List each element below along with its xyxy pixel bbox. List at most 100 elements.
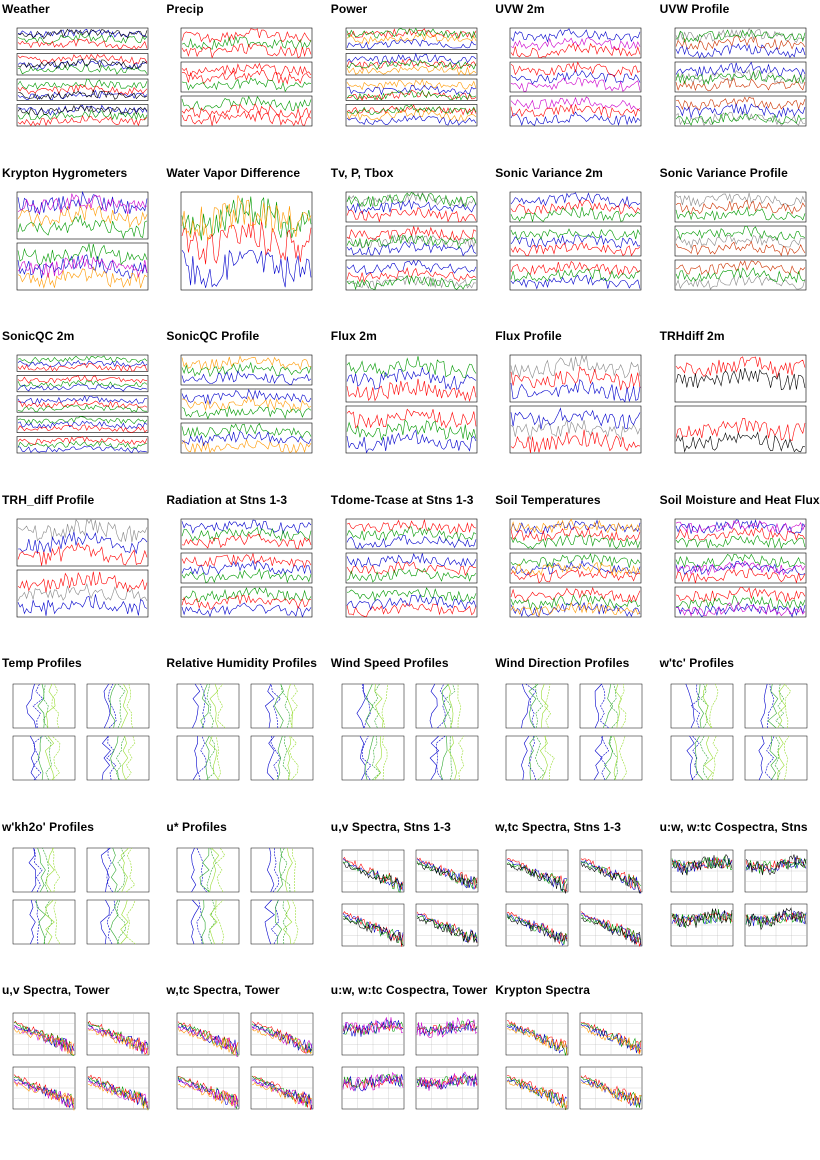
plot-thumbnail-image[interactable]	[496, 345, 652, 463]
plot-thumbnail-image[interactable]	[496, 672, 652, 790]
profile-line	[783, 735, 789, 781]
plot-title-link[interactable]: Precip	[166, 2, 204, 16]
profile-line	[121, 735, 129, 781]
plot-title-link[interactable]: Sonic Variance 2m	[495, 165, 603, 180]
plot-title-link[interactable]: Relative Humidity Profiles	[166, 656, 318, 670]
profile-panel	[12, 899, 76, 944]
series-line	[346, 233, 477, 249]
plot-title-link[interactable]: Temp Profiles	[2, 656, 82, 670]
thumbnail-cell-krypton-spectra: Krypton Spectra	[493, 981, 657, 1144]
plot-title-link[interactable]: w,tc Spectra, Tower	[166, 983, 280, 997]
plot-thumbnail-image[interactable]	[660, 672, 816, 790]
plot-thumbnail-graphic	[509, 354, 642, 454]
plot-thumbnail-image[interactable]	[660, 835, 816, 954]
plot-title-link[interactable]: Tv, P, Tbox	[330, 165, 394, 180]
plot-title-link[interactable]: Krypton Spectra	[495, 983, 591, 997]
series-line	[675, 600, 805, 617]
plot-title-link[interactable]: Water Vapor Difference	[166, 165, 301, 180]
plot-title-link[interactable]: Weather	[2, 2, 50, 16]
plot-thumbnail-image[interactable]	[3, 672, 158, 790]
plot-title-link[interactable]: Flux 2m	[330, 329, 377, 343]
profile-line	[285, 847, 294, 892]
plot-thumbnail-image[interactable]	[3, 181, 158, 300]
plot-thumbnail-image[interactable]	[331, 835, 487, 954]
series-line	[182, 519, 312, 534]
plot-thumbnail-image[interactable]	[3, 18, 158, 136]
plot-thumbnail-image[interactable]	[660, 181, 816, 300]
plot-title-link[interactable]: UVW Profile	[659, 2, 730, 16]
plot-title-link[interactable]: Flux Profile	[495, 329, 562, 343]
series-line	[510, 593, 641, 611]
plot-panel	[345, 78, 478, 101]
plot-panel	[509, 552, 642, 583]
profile-line	[287, 683, 294, 728]
plot-thumbnail-image[interactable]	[167, 345, 323, 463]
profile-line	[200, 683, 207, 729]
plot-title-link[interactable]: Soil Temperatures	[495, 492, 601, 507]
series-line	[182, 35, 312, 51]
profile-line	[209, 847, 220, 892]
profile-line	[374, 683, 384, 729]
spectrum-line	[87, 1081, 149, 1108]
plot-thumbnail-image[interactable]	[496, 18, 652, 136]
plot-title-link[interactable]: Tdome-Tcase at Stns 1-3	[330, 492, 474, 507]
series-line	[510, 586, 641, 603]
plot-thumbnail-image[interactable]	[331, 999, 487, 1117]
plot-title-link[interactable]: Wind Speed Profiles	[330, 656, 449, 670]
plot-title-link[interactable]: w,tc Spectra, Stns 1-3	[495, 819, 621, 834]
plot-title-link[interactable]: u* Profiles	[166, 819, 227, 834]
thumbnail-cell-w-tc-spectra-tower: w,tc Spectra, Tower	[164, 981, 328, 1144]
plot-title-link[interactable]: Power	[330, 2, 368, 16]
plot-title-link[interactable]: u:w, w:tc Cospectra, Tower	[330, 983, 488, 997]
plot-title-link[interactable]: TRHdiff 2m	[659, 329, 725, 343]
plot-title-link[interactable]: u,v Spectra, Stns 1-3	[330, 819, 451, 834]
plot-thumbnail-image[interactable]	[660, 508, 816, 627]
plot-thumbnail-image[interactable]	[660, 18, 816, 136]
plot-thumbnail-image[interactable]	[496, 508, 652, 627]
plot-title-link[interactable]: UVW 2m	[495, 2, 545, 16]
plot-title-link[interactable]: w'kh2o' Profiles	[2, 819, 94, 834]
plot-thumbnail-image[interactable]	[496, 181, 652, 300]
plot-title-link[interactable]: TRH_diff Profile	[2, 492, 95, 507]
plot-title-link[interactable]: u,v Spectra, Tower	[2, 983, 110, 997]
plot-thumbnail-image[interactable]	[167, 672, 323, 790]
plot-thumbnail-image[interactable]	[3, 508, 158, 627]
plot-title-link[interactable]: SonicQC 2m	[2, 329, 75, 343]
profile-line	[29, 899, 36, 944]
plot-title-link[interactable]: SonicQC Profile	[166, 329, 260, 343]
plot-title-link[interactable]: Sonic Variance Profile	[659, 165, 788, 180]
plot-title-link[interactable]: Radiation at Stns 1-3	[166, 492, 288, 507]
series-line	[675, 553, 805, 568]
plot-title-link[interactable]: Soil Moisture and Heat Flux	[659, 492, 820, 507]
plot-panel	[181, 191, 313, 290]
thumbnail-cell-tv-p-tbox: Tv, P, Tbox	[329, 164, 493, 327]
plot-thumbnail-image[interactable]	[331, 345, 487, 463]
plot-thumbnail-image[interactable]	[167, 18, 323, 136]
series-line	[675, 526, 805, 541]
plot-thumbnail-image[interactable]	[167, 181, 323, 300]
spectrum-line	[581, 917, 642, 945]
plot-thumbnail-image[interactable]	[331, 672, 487, 790]
thumbnail-cell-u-w-w-tc-cospectra-tower: u:w, w:tc Cospectra, Tower	[329, 981, 493, 1144]
spectrum-line	[252, 1023, 313, 1052]
plot-title-link[interactable]: Wind Direction Profiles	[495, 656, 630, 670]
plot-thumbnail-image[interactable]	[660, 345, 816, 463]
plot-thumbnail-image[interactable]	[167, 835, 323, 954]
profile-line	[37, 735, 44, 781]
plot-thumbnail-image[interactable]	[3, 999, 158, 1117]
plot-title-link[interactable]: w'tc' Profiles	[659, 656, 735, 670]
plot-thumbnail-image[interactable]	[167, 508, 323, 627]
plot-thumbnail-image[interactable]	[496, 999, 652, 1117]
thumbnail-cell-temp-profiles: Temp Profiles	[0, 654, 164, 817]
plot-thumbnail-image[interactable]	[331, 18, 487, 136]
series-line	[17, 213, 148, 239]
plot-title-link[interactable]: u:w, w:tc Cospectra, Stns	[659, 819, 808, 834]
plot-thumbnail-image[interactable]	[331, 181, 487, 300]
plot-thumbnail-image[interactable]	[331, 508, 487, 627]
plot-thumbnail-image[interactable]	[167, 999, 323, 1117]
plot-thumbnail-image[interactable]	[3, 835, 158, 954]
plot-thumbnail-image[interactable]	[496, 835, 652, 954]
plot-thumbnail-image[interactable]	[3, 345, 158, 463]
profile-line	[100, 847, 111, 892]
plot-title-link[interactable]: Krypton Hygrometers	[2, 165, 128, 180]
